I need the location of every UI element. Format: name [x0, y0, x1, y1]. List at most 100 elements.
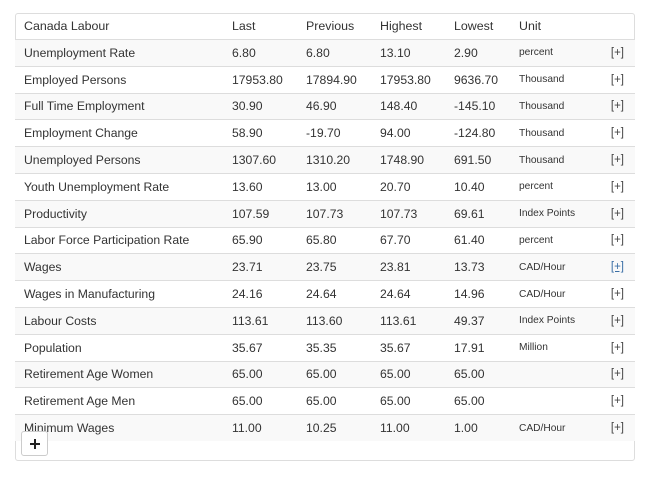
table-row: Population 35.67 35.35 35.67 17.91 Million [+] [15, 333, 635, 362]
row-name-link[interactable]: Productivity [15, 199, 232, 228]
cell-unit: percent [519, 226, 597, 254]
cell-lowest: 65.00 [454, 387, 519, 415]
expand-row-link[interactable]: [+] [610, 46, 624, 59]
cell-previous: 1310.20 [306, 146, 380, 174]
cell-actions: [+] [597, 306, 635, 335]
cell-highest: 107.73 [380, 199, 454, 228]
cell-last: 24.16 [232, 280, 306, 308]
cell-lowest: 69.61 [454, 199, 519, 228]
cell-highest: 148.40 [380, 92, 454, 120]
cell-previous: 24.64 [306, 280, 380, 308]
column-header-unit[interactable]: Unit [519, 19, 542, 33]
cell-last: 107.59 [232, 199, 306, 228]
cell-previous: 107.73 [306, 199, 380, 228]
row-name-link[interactable]: Retirement Age Women [15, 360, 232, 388]
table-body: Unemployment Rate 6.80 6.80 13.10 2.90 percen… [15, 39, 635, 441]
expand-row-link[interactable]: [+] [610, 341, 624, 354]
cell-previous: 17894.90 [306, 65, 380, 94]
cell-unit: CAD/Hour [519, 253, 597, 281]
expand-row-link[interactable]: [+] [610, 395, 624, 408]
cell-last: 11.00 [232, 414, 306, 441]
cell-actions: [+] [597, 199, 635, 228]
cell-previous: 65.00 [306, 360, 380, 388]
table-row: Wages in Manufacturing 24.16 24.64 24.64 14.… [15, 280, 635, 308]
table-header-row: Canada Labour Last Previous Highest Lowe… [15, 13, 635, 40]
column-header-lowest[interactable]: Lowest [454, 19, 494, 33]
cell-last: 17953.80 [232, 65, 306, 94]
expand-row-link[interactable]: [+] [610, 261, 624, 274]
cell-highest: 65.00 [380, 360, 454, 388]
cell-unit: Thousand [519, 146, 597, 174]
row-name-link[interactable]: Youth Unemployment Rate [15, 172, 232, 201]
expand-row-link[interactable]: [+] [610, 180, 624, 193]
expand-row-link[interactable]: [+] [610, 154, 624, 167]
cell-actions: [+] [597, 65, 635, 94]
table-row: Labour Costs 113.61 113.60 113.61 49.37 Index… [15, 306, 635, 335]
row-name-link[interactable]: Retirement Age Men [15, 387, 232, 415]
cell-actions: [+] [597, 280, 635, 308]
table-row: Retirement Age Men 65.00 65.00 65.00 65.00 [+… [15, 387, 635, 415]
cell-last: 35.67 [232, 333, 306, 362]
row-name-link[interactable]: Minimum Wages [15, 414, 232, 441]
row-name-link[interactable]: Wages in Manufacturing [15, 280, 232, 308]
cell-lowest: 14.96 [454, 280, 519, 308]
cell-lowest: 17.91 [454, 333, 519, 362]
row-name-link[interactable]: Full Time Employment [15, 92, 232, 120]
table-row: Retirement Age Women 65.00 65.00 65.00 65.00… [15, 360, 635, 388]
row-name-link[interactable]: Employed Persons [15, 65, 232, 94]
column-header-highest[interactable]: Highest [380, 19, 423, 33]
cell-actions: [+] [597, 146, 635, 174]
row-name-link[interactable]: Labour Costs [15, 306, 232, 335]
column-header-last[interactable]: Last [232, 19, 256, 33]
cell-last: 30.90 [232, 92, 306, 120]
expand-row-link[interactable]: [+] [610, 368, 624, 381]
cell-last: 65.00 [232, 360, 306, 388]
table-row: Youth Unemployment Rate 13.60 13.00 20.70 10… [15, 172, 635, 201]
column-header-name[interactable]: Canada Labour [24, 19, 110, 33]
cell-last: 58.90 [232, 119, 306, 147]
cell-lowest: 10.40 [454, 172, 519, 201]
cell-highest: 35.67 [380, 333, 454, 362]
table-row: Employment Change 58.90 -19.70 94.00 -124.80… [15, 119, 635, 147]
table-row: Productivity 107.59 107.73 107.73 69.61 Index… [15, 199, 635, 228]
cell-last: 6.80 [232, 39, 306, 67]
cell-unit: percent [519, 172, 597, 201]
row-name-link[interactable]: Unemployment Rate [15, 39, 232, 67]
cell-unit: percent [519, 39, 597, 67]
cell-highest: 113.61 [380, 306, 454, 335]
cell-actions: [+] [597, 360, 635, 388]
row-name-link[interactable]: Population [15, 333, 232, 362]
table-row: Unemployed Persons 1307.60 1310.20 1748.90 6… [15, 146, 635, 174]
cell-actions: [+] [597, 253, 635, 281]
cell-actions: [+] [597, 387, 635, 415]
cell-lowest: 1.00 [454, 414, 519, 441]
cell-previous: 13.00 [306, 172, 380, 201]
expand-row-link[interactable]: [+] [610, 288, 624, 301]
column-header-actions [597, 13, 635, 40]
cell-previous: -19.70 [306, 119, 380, 147]
cell-last: 113.61 [232, 306, 306, 335]
row-name-link[interactable]: Employment Change [15, 119, 232, 147]
table-row: Labor Force Participation Rate 65.90 65.80… [15, 226, 635, 254]
cell-lowest: -145.10 [454, 92, 519, 120]
cell-actions: [+] [597, 226, 635, 254]
cell-lowest: 13.73 [454, 253, 519, 281]
expand-row-link[interactable]: [+] [610, 207, 624, 220]
row-name-link[interactable]: Unemployed Persons [15, 146, 232, 174]
expand-row-link[interactable]: [+] [610, 73, 624, 86]
expand-row-link[interactable]: [+] [610, 314, 624, 327]
cell-previous: 23.75 [306, 253, 380, 281]
expand-row-link[interactable]: [+] [610, 422, 624, 435]
column-header-previous[interactable]: Previous [306, 19, 355, 33]
table-row: Wages 23.71 23.75 23.81 13.73 CAD/Hour [+] [15, 253, 635, 281]
expand-row-link[interactable]: [+] [610, 127, 624, 140]
cell-unit: Million [519, 333, 597, 362]
cell-previous: 6.80 [306, 39, 380, 67]
cell-unit: Thousand [519, 119, 597, 147]
expand-row-link[interactable]: [+] [610, 100, 624, 113]
add-indicator-button[interactable] [21, 431, 48, 456]
cell-previous: 65.80 [306, 226, 380, 254]
expand-row-link[interactable]: [+] [610, 234, 624, 247]
row-name-link[interactable]: Labor Force Participation Rate [15, 226, 232, 254]
row-name-link[interactable]: Wages [15, 253, 232, 281]
